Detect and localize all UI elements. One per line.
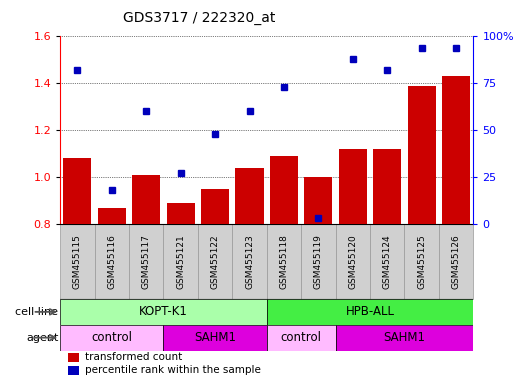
Bar — [232, 224, 267, 299]
Text: GSM455124: GSM455124 — [383, 234, 392, 289]
Bar — [132, 175, 161, 224]
Bar — [267, 299, 473, 325]
Text: GSM455123: GSM455123 — [245, 234, 254, 289]
Bar — [95, 224, 129, 299]
Text: GSM455125: GSM455125 — [417, 234, 426, 289]
Bar — [198, 224, 232, 299]
Text: GSM455119: GSM455119 — [314, 234, 323, 289]
Bar — [267, 224, 301, 299]
Text: SAHM1: SAHM1 — [383, 331, 425, 344]
Bar — [370, 224, 404, 299]
Text: transformed count: transformed count — [85, 353, 182, 362]
Text: SAHM1: SAHM1 — [194, 331, 236, 344]
Text: GSM455118: GSM455118 — [279, 234, 289, 289]
Text: GSM455121: GSM455121 — [176, 234, 185, 289]
Bar — [267, 325, 336, 351]
Text: GSM455116: GSM455116 — [107, 234, 116, 289]
Bar — [60, 224, 95, 299]
Bar — [60, 325, 163, 351]
Bar — [336, 224, 370, 299]
Bar — [439, 224, 473, 299]
Bar — [201, 189, 229, 224]
Bar — [129, 224, 163, 299]
Text: control: control — [92, 331, 132, 344]
Bar — [407, 86, 436, 224]
Text: control: control — [281, 331, 322, 344]
Bar — [69, 353, 79, 362]
Bar — [166, 203, 195, 224]
Text: GSM455126: GSM455126 — [451, 234, 461, 289]
Bar — [63, 158, 92, 224]
Text: agent: agent — [26, 333, 59, 343]
Text: GSM455122: GSM455122 — [211, 234, 220, 289]
Bar — [404, 224, 439, 299]
Bar — [163, 224, 198, 299]
Bar — [69, 366, 79, 375]
Bar — [304, 177, 333, 224]
Text: HPB-ALL: HPB-ALL — [346, 305, 394, 318]
Bar — [301, 224, 336, 299]
Bar — [163, 325, 267, 351]
Text: GSM455117: GSM455117 — [142, 234, 151, 289]
Bar — [98, 208, 126, 224]
Text: KOPT-K1: KOPT-K1 — [139, 305, 188, 318]
Bar — [442, 76, 470, 224]
Text: cell line: cell line — [15, 307, 59, 317]
Bar — [373, 149, 401, 224]
Bar — [60, 299, 267, 325]
Text: GSM455120: GSM455120 — [348, 234, 357, 289]
Bar — [235, 168, 264, 224]
Text: percentile rank within the sample: percentile rank within the sample — [85, 366, 261, 376]
Text: GDS3717 / 222320_at: GDS3717 / 222320_at — [122, 11, 275, 25]
Text: GSM455115: GSM455115 — [73, 234, 82, 289]
Bar — [270, 156, 298, 224]
Bar — [336, 325, 473, 351]
Bar — [339, 149, 367, 224]
